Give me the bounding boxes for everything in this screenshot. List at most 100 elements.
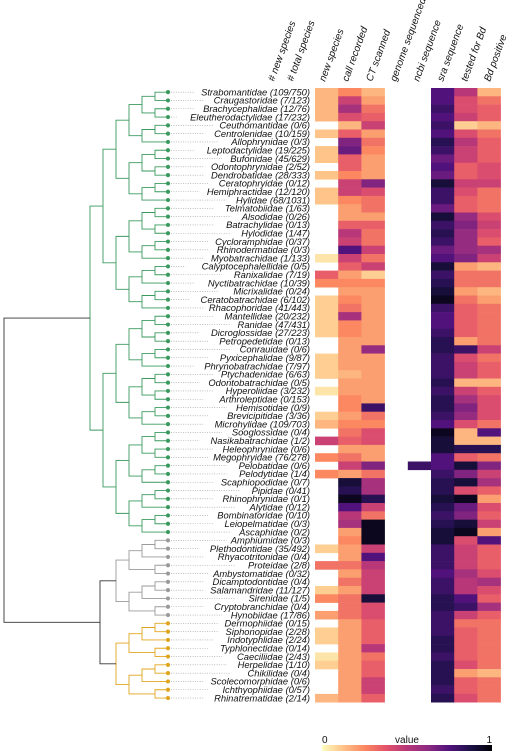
heatmap-cell bbox=[454, 511, 478, 520]
heatmap-cell bbox=[477, 245, 501, 255]
family-label: Rhinophrynidae (0/1) bbox=[222, 493, 310, 504]
family-label: Megophryidae (76/278) bbox=[213, 452, 310, 463]
tree-branch bbox=[141, 436, 155, 454]
heatmap-cell bbox=[338, 627, 362, 637]
heatmap-cell bbox=[431, 96, 455, 105]
heatmap-cell bbox=[431, 345, 455, 354]
heatmap-cell bbox=[361, 96, 385, 105]
tree-branch bbox=[154, 290, 168, 301]
tree-branch bbox=[128, 386, 142, 419]
heatmap-cell bbox=[454, 337, 478, 346]
heatmap-cell bbox=[477, 552, 501, 562]
heatmap-cell bbox=[361, 610, 385, 620]
leaf-dot bbox=[165, 330, 171, 335]
family-label: Leiopelmatidae (0/3) bbox=[225, 518, 310, 529]
heatmap-cell bbox=[338, 561, 362, 570]
heatmap-cell bbox=[338, 660, 362, 670]
heatmap-cell bbox=[477, 345, 501, 354]
leaf-dots bbox=[165, 90, 171, 701]
tree-branch bbox=[141, 153, 155, 172]
heatmap-cell bbox=[361, 478, 385, 487]
family-label: Heleophrynidae (0/6) bbox=[222, 443, 310, 454]
heatmap-cell bbox=[338, 353, 362, 363]
heatmap-cell bbox=[338, 685, 362, 695]
heatmap-cell bbox=[315, 610, 339, 620]
heatmap-cell bbox=[315, 469, 339, 479]
family-label: Pyxicephalidae (9/87) bbox=[220, 352, 310, 363]
heatmap-cell bbox=[431, 303, 455, 313]
heatmap-cell bbox=[361, 270, 385, 280]
tree-branch bbox=[154, 390, 168, 400]
heatmap-cell bbox=[454, 586, 478, 595]
heatmap-cell bbox=[477, 478, 501, 487]
leaf-dot bbox=[165, 446, 171, 452]
heatmap-cell bbox=[431, 494, 455, 504]
tree-branch bbox=[154, 108, 168, 118]
leaf-dot bbox=[165, 679, 171, 684]
tree-branch bbox=[154, 465, 168, 475]
heatmap-cell bbox=[454, 220, 478, 230]
heatmap-cell bbox=[431, 478, 455, 487]
heatmap-cell bbox=[361, 536, 385, 545]
column-headers: # new species# total species new speciesc… bbox=[266, 0, 509, 83]
heatmap-cell bbox=[431, 146, 455, 155]
heatmap-cell bbox=[361, 204, 385, 213]
tree-branch bbox=[128, 162, 142, 195]
heatmap-cell bbox=[477, 187, 501, 197]
leaf-dot bbox=[165, 513, 171, 518]
heatmap-cell bbox=[338, 162, 362, 172]
heatmap-cell bbox=[477, 287, 501, 296]
heatmap-cell bbox=[431, 162, 455, 172]
heatmap-cell bbox=[338, 195, 362, 205]
family-label: Typhlonectidae (0/14) bbox=[220, 642, 310, 653]
heatmap-cell bbox=[454, 478, 478, 487]
heatmap-cell bbox=[431, 104, 455, 114]
heatmap-cell bbox=[315, 154, 339, 163]
heatmap-cell bbox=[431, 287, 455, 296]
heatmap-cell bbox=[315, 361, 339, 371]
heatmap-cell bbox=[338, 693, 362, 703]
heatmap-cell bbox=[477, 278, 501, 288]
family-label: Brachycephalidae (12/76) bbox=[203, 103, 310, 114]
heatmap-cell bbox=[454, 693, 478, 703]
heatmap-cell bbox=[431, 469, 455, 479]
heatmap-cell bbox=[361, 503, 385, 512]
heatmap-cell bbox=[431, 685, 455, 695]
family-label: Chikilidae (0/4) bbox=[247, 667, 310, 678]
family-label: Nasikabatrachidae (1/2) bbox=[210, 435, 310, 446]
leaf-dot bbox=[165, 380, 171, 385]
heatmap-cell bbox=[338, 428, 362, 437]
heatmap-cell bbox=[315, 278, 339, 288]
family-label: Caeciliidae (2/43) bbox=[237, 651, 310, 662]
heatmap-cell bbox=[361, 428, 385, 437]
tree-branch bbox=[154, 622, 168, 633]
leaf-dot bbox=[165, 413, 171, 418]
heatmap-cell bbox=[477, 378, 501, 388]
tree-branch bbox=[154, 124, 168, 135]
leaf-dot bbox=[165, 322, 171, 327]
family-label: Pelodytidae (1/4) bbox=[239, 468, 310, 479]
heatmap-cell bbox=[315, 96, 339, 105]
leaf-dot bbox=[165, 131, 171, 136]
heatmap-cell bbox=[431, 677, 455, 686]
heatmap-cell bbox=[454, 420, 478, 429]
heatmap-cell bbox=[338, 469, 362, 479]
heatmap-cell bbox=[454, 345, 478, 354]
heatmap-cell bbox=[431, 586, 455, 595]
heatmap-cell bbox=[454, 527, 478, 537]
tree-branch bbox=[128, 328, 142, 361]
heatmap-cell bbox=[431, 428, 455, 437]
tree-branch bbox=[154, 207, 168, 218]
family-label: Rhinatrematidae (2/14) bbox=[214, 692, 310, 703]
heatmap-cell bbox=[454, 88, 478, 97]
heatmap-cell bbox=[431, 220, 455, 230]
heatmap-cell bbox=[477, 154, 501, 163]
heatmap-cell bbox=[454, 386, 478, 396]
family-label: Indotyphlidae (2/24) bbox=[227, 634, 310, 645]
leaf-dot bbox=[165, 571, 171, 576]
heatmap-cell bbox=[454, 121, 478, 130]
heatmap-cell bbox=[361, 129, 385, 139]
heatmap-cell bbox=[315, 586, 339, 595]
heatmap-cell bbox=[431, 420, 455, 429]
heatmap-cell bbox=[361, 254, 385, 263]
